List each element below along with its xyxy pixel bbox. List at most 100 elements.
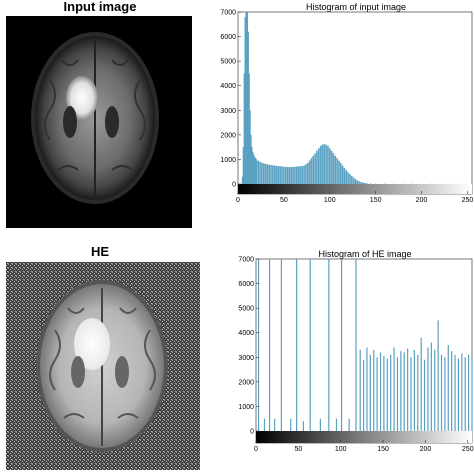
histogram-bar bbox=[286, 167, 289, 184]
histogram-bar bbox=[328, 148, 331, 184]
histogram-bar bbox=[376, 357, 378, 431]
histogram-bar bbox=[341, 165, 344, 184]
histogram-bar bbox=[379, 352, 382, 431]
histogram-bar bbox=[262, 163, 265, 184]
histogram-bar bbox=[283, 166, 285, 184]
histogram-bar bbox=[270, 165, 272, 184]
histogram-bar bbox=[277, 166, 280, 184]
histogram-bar bbox=[338, 160, 340, 184]
histogram-bar bbox=[252, 154, 255, 184]
histogram-bar bbox=[447, 345, 449, 431]
histogram-bar bbox=[303, 165, 305, 184]
histogram-bar bbox=[308, 160, 311, 184]
histogram-bar bbox=[356, 180, 359, 184]
histogram-bar bbox=[250, 134, 252, 184]
histogram-bar bbox=[294, 166, 296, 184]
y-tick-label: 6000 bbox=[238, 281, 254, 288]
histogram-bar bbox=[245, 12, 248, 184]
histogram-bar bbox=[306, 163, 309, 184]
x-tick-label: 200 bbox=[416, 197, 428, 204]
histogram-bar bbox=[274, 418, 276, 431]
y-tick-label: 3000 bbox=[238, 355, 254, 362]
y-tick-label: 7000 bbox=[238, 257, 254, 264]
histogram-bar bbox=[299, 166, 302, 184]
input-image-title: Input image bbox=[63, 0, 137, 14]
histogram-bar bbox=[272, 165, 274, 184]
histogram-bar bbox=[457, 358, 460, 431]
histogram-bar bbox=[257, 259, 260, 431]
y-tick-label: 5000 bbox=[238, 306, 254, 313]
x-tick-label: 50 bbox=[294, 446, 302, 453]
y-tick-label: 7000 bbox=[220, 10, 236, 17]
histogram-bar bbox=[243, 73, 246, 184]
histogram-bar bbox=[362, 182, 364, 184]
y-tick-label: 2000 bbox=[238, 379, 254, 386]
histogram-bar bbox=[319, 418, 321, 431]
y-tick-label: 1000 bbox=[220, 157, 236, 164]
histogram-bar bbox=[325, 144, 327, 184]
y-tick-label: 4000 bbox=[220, 83, 236, 90]
histogram-bar bbox=[349, 174, 351, 184]
y-tick-label: 2000 bbox=[220, 132, 236, 139]
histogram-bar bbox=[330, 150, 333, 184]
histogram-bar bbox=[354, 179, 357, 184]
histogram-bar bbox=[273, 165, 276, 184]
histogram-bar bbox=[317, 148, 320, 184]
chart-2-title: Histogram of HE image bbox=[318, 249, 412, 259]
x-tick-label: 0 bbox=[254, 446, 258, 453]
histogram-bar bbox=[407, 348, 409, 431]
histogram-bar bbox=[305, 164, 307, 184]
histogram-bar bbox=[468, 354, 470, 431]
histogram-bar bbox=[319, 145, 322, 184]
histogram-bar bbox=[336, 158, 338, 184]
histogram-bar bbox=[365, 183, 368, 184]
x-tick-label: 0 bbox=[236, 197, 240, 204]
histogram-bar bbox=[297, 166, 300, 184]
plot-frame bbox=[237, 11, 473, 195]
histogram-bar bbox=[323, 144, 326, 184]
histogram-bar bbox=[410, 357, 412, 431]
histogram-bar bbox=[366, 347, 368, 431]
histogram-bar bbox=[359, 349, 361, 431]
histogram-bar bbox=[423, 359, 426, 431]
histogram-he-chart: 0 1000 2000 3000 4000 5000 6000 7000 0 50 100 150 20… bbox=[238, 257, 473, 454]
histogram-bar bbox=[403, 352, 405, 431]
histogram-bar bbox=[309, 259, 311, 431]
histogram-bar bbox=[334, 155, 337, 184]
histogram-bar bbox=[352, 177, 355, 184]
he-image-title: HE bbox=[90, 244, 110, 259]
histogram-bar bbox=[281, 166, 283, 184]
y-tick-label: 5000 bbox=[220, 59, 236, 66]
histogram-bar bbox=[343, 168, 346, 184]
histogram-bar bbox=[251, 152, 254, 184]
histogram-bar bbox=[310, 158, 313, 184]
histogram-bar bbox=[259, 161, 261, 184]
y-tick-label: 6000 bbox=[220, 34, 236, 41]
x-tick-label: 250 bbox=[462, 446, 474, 453]
histogram-bar bbox=[430, 342, 432, 431]
histogram-bar bbox=[284, 166, 287, 184]
histogram-bar bbox=[264, 163, 267, 184]
histogram-bar bbox=[290, 418, 292, 431]
histogram-bar bbox=[373, 349, 375, 431]
histogram-bar bbox=[332, 153, 335, 184]
histogram-bar bbox=[454, 354, 456, 431]
histogram-bar bbox=[362, 359, 365, 431]
histogram-bar bbox=[451, 351, 453, 431]
histogram-bar bbox=[355, 259, 357, 431]
histogram-bar bbox=[263, 418, 266, 431]
histogram-bar bbox=[413, 349, 415, 431]
histogram-bar bbox=[266, 164, 269, 184]
x-tick-label: 150 bbox=[370, 197, 382, 204]
histogram-bar bbox=[247, 31, 249, 185]
histogram-bar bbox=[279, 166, 282, 184]
histogram-bar bbox=[314, 153, 316, 184]
histogram-bar bbox=[350, 175, 353, 184]
histogram-bar bbox=[254, 158, 257, 184]
grayscale-bar bbox=[256, 431, 472, 443]
histogram-bar bbox=[386, 358, 388, 431]
histogram-bar bbox=[241, 176, 244, 184]
x-tick-label: 100 bbox=[335, 446, 347, 453]
histogram-bar bbox=[316, 150, 318, 184]
